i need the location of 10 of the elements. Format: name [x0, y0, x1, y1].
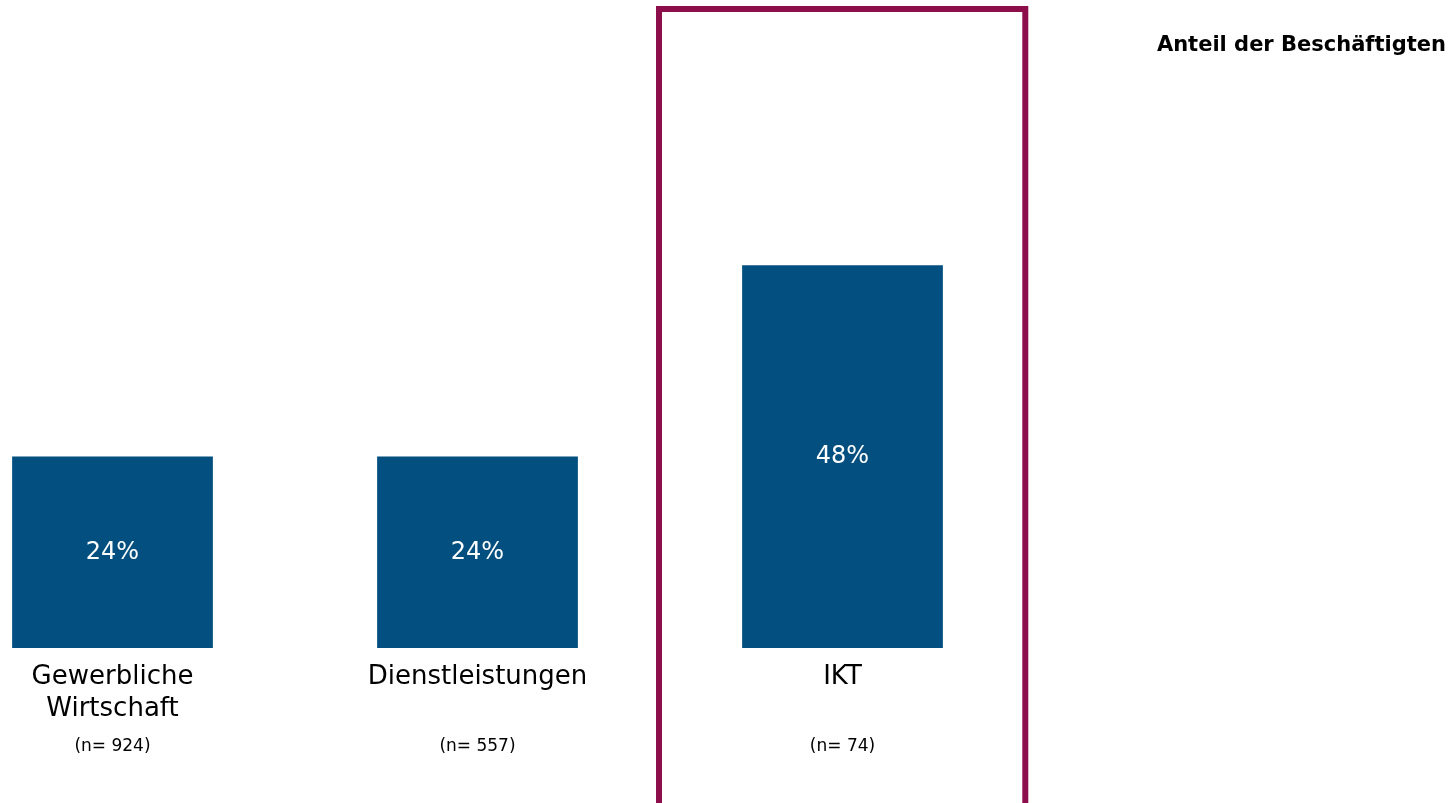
- x-tick-label: IKT: [823, 660, 862, 691]
- data-label: 24%: [85, 536, 140, 565]
- text: (n= 924): [74, 735, 151, 756]
- data-label: 48%: [815, 440, 870, 469]
- data-label: 24%: [450, 536, 505, 565]
- x-tick-label: Gewerbliche Wirtschaft: [31, 660, 194, 722]
- text: (n= 74): [809, 735, 876, 756]
- text: (n= 557): [439, 735, 516, 756]
- x-tick-label: Dienstleistungen: [367, 660, 588, 691]
- text: Anteil der Beschäftigten: [1156, 32, 1446, 57]
